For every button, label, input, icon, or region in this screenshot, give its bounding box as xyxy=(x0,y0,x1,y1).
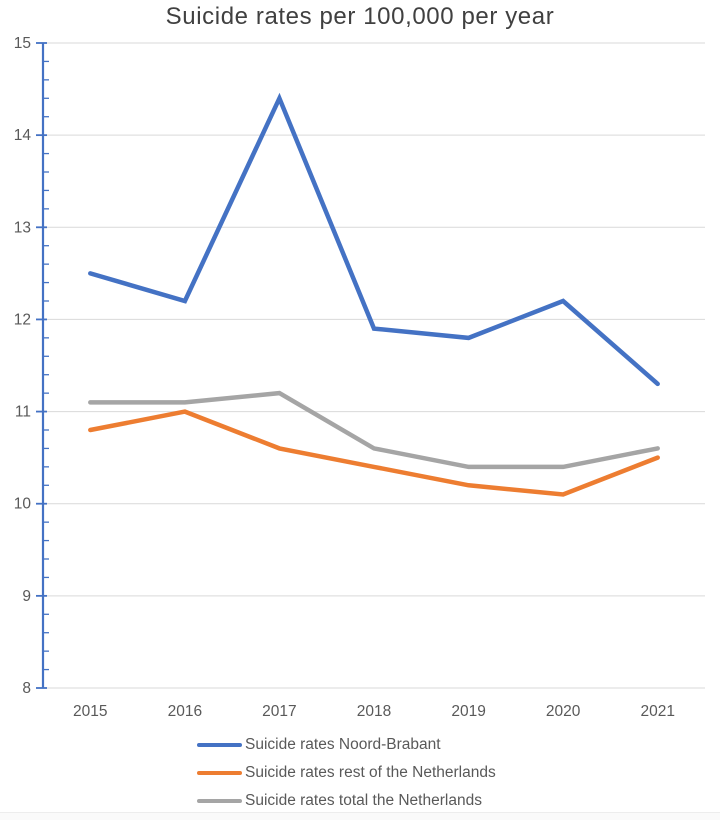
y-tick-label: 11 xyxy=(15,404,31,421)
y-tick-label: 9 xyxy=(22,588,31,605)
y-tick-label: 8 xyxy=(22,680,31,697)
x-tick-label-2017: 2017 xyxy=(262,703,296,720)
chart-title: Suicide rates per 100,000 per year xyxy=(165,3,555,30)
legend-label-rest-netherlands: Suicide rates rest of the Netherlands xyxy=(245,764,496,781)
legend-label-total-netherlands: Suicide rates total the Netherlands xyxy=(245,792,482,809)
y-tick-label: 15 xyxy=(14,35,31,52)
x-tick-label-2016: 2016 xyxy=(168,703,202,720)
legend-line-swatch-gray xyxy=(197,798,242,804)
series-line-suicide-rates-rest-of-the-netherlands xyxy=(88,409,660,497)
legend-line-swatch-blue xyxy=(197,742,242,748)
bottom-border xyxy=(0,812,720,820)
legend-label-noord-brabant: Suicide rates Noord-Brabant xyxy=(245,736,441,753)
y-tick-label: 10 xyxy=(14,496,32,513)
y-tick-label: 14 xyxy=(14,127,32,144)
x-tick-label-2018: 2018 xyxy=(357,703,391,720)
series-line-suicide-rates-noord-brabant xyxy=(88,92,660,387)
x-tick-label-2020: 2020 xyxy=(546,703,581,720)
legend-item-rest-netherlands: Suicide rates rest of the Netherlands xyxy=(197,759,496,787)
y-tick-label: 12 xyxy=(14,311,31,328)
legend-item-noord-brabant: Suicide rates Noord-Brabant xyxy=(197,731,496,759)
series-line-suicide-rates-total-the-netherlands xyxy=(88,390,660,470)
y-tick-label: 13 xyxy=(14,219,31,236)
x-tick-label-2021: 2021 xyxy=(640,703,674,720)
x-tick-label-2015: 2015 xyxy=(73,703,107,720)
x-tick-label-2019: 2019 xyxy=(451,703,485,720)
legend-line-swatch-orange xyxy=(197,770,242,776)
chart-legend: Suicide rates Noord-Brabant Suicide rate… xyxy=(197,731,496,815)
legend-item-total-netherlands: Suicide rates total the Netherlands xyxy=(197,787,496,815)
line-chart-plot: 8 9 10 11 12 13 14 15 2015 2016 2017 2018 2019 2020 20… xyxy=(14,35,705,720)
